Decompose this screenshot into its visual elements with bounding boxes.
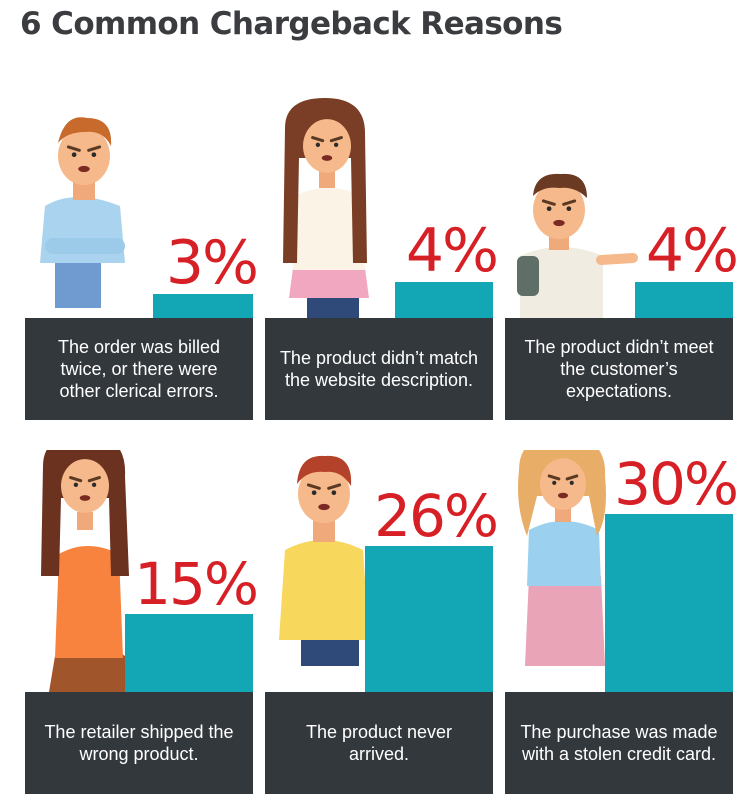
bar-value-label: 4% bbox=[645, 215, 739, 286]
person-illustration bbox=[505, 435, 645, 697]
bar-value-label: 15% bbox=[134, 549, 259, 618]
person-illustration bbox=[265, 90, 435, 323]
bar bbox=[395, 282, 493, 318]
bar bbox=[605, 514, 733, 692]
chart-panel: 4% The product didn’t meet the customer’s… bbox=[505, 90, 739, 420]
bar-value-label: 3% bbox=[165, 227, 259, 298]
bar bbox=[635, 282, 733, 318]
category-caption: The purchase was made with a stolen cred… bbox=[505, 692, 733, 794]
category-caption: The product didn’t meet the customer’s e… bbox=[505, 318, 733, 420]
category-caption: The order was billed twice, or there wer… bbox=[25, 318, 253, 420]
chart-panel: 3% The order was billed twice, or there w… bbox=[25, 90, 259, 420]
category-label: The product never arrived. bbox=[305, 722, 453, 764]
chart-panel: 4% The product didn’t match the website d… bbox=[265, 90, 499, 420]
category-label: The purchase was made with a stolen cred… bbox=[520, 722, 718, 764]
bar bbox=[365, 546, 493, 692]
person-illustration bbox=[25, 434, 165, 697]
person-illustration bbox=[265, 450, 405, 697]
category-caption: The product didn’t match the website des… bbox=[265, 318, 493, 420]
chart-panel: 30% The purchase was made with a stolen c… bbox=[505, 435, 739, 794]
category-caption: The product never arrived. bbox=[265, 692, 493, 794]
bar-value-label: 30% bbox=[614, 449, 739, 518]
bar-value-label: 4% bbox=[405, 215, 499, 286]
bar bbox=[153, 294, 253, 318]
category-label: The retailer shipped the wrong product. bbox=[44, 722, 234, 764]
bar-value-label: 26% bbox=[374, 481, 499, 550]
bar bbox=[125, 614, 253, 692]
category-caption: The retailer shipped the wrong product. bbox=[25, 692, 253, 794]
person-illustration bbox=[505, 90, 675, 323]
chart-panel: 15% The retailer shipped the wrong produc… bbox=[25, 434, 259, 794]
person-illustration bbox=[25, 90, 193, 323]
chart-panel: 26% The product never arrived. bbox=[265, 450, 499, 794]
category-label: The order was billed twice, or there wer… bbox=[57, 337, 221, 401]
category-label: The product didn’t meet the customer’s e… bbox=[524, 337, 714, 401]
page-title: 6 Common Chargeback Reasons bbox=[20, 6, 563, 42]
category-label: The product didn’t match the website des… bbox=[279, 348, 479, 390]
